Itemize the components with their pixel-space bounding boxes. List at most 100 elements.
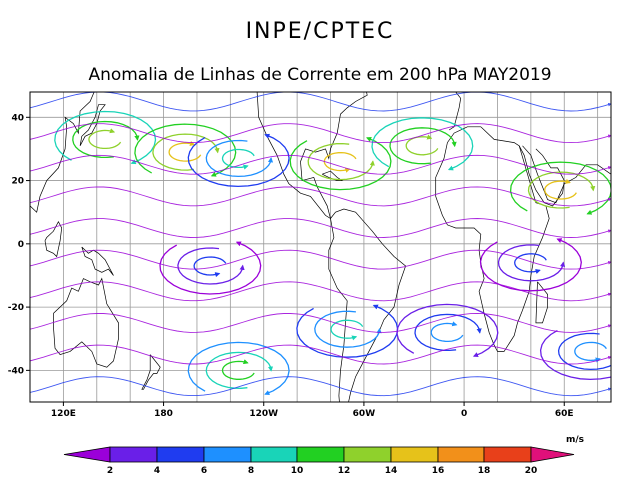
coastline-new-zealand (141, 354, 161, 390)
streamline-zonal (30, 376, 611, 397)
streamline-cyclone-north-america (323, 151, 357, 173)
streamline-cyclone-south-africa (497, 244, 566, 282)
streamline-anticyclone-south-atlantic (414, 313, 482, 352)
x-tick-label: 0 (461, 409, 467, 419)
coastline-asia-south (522, 145, 611, 204)
streamline-cyclone-south-pacific-east (296, 304, 399, 358)
streamline-anticyclone-north-atlantic (389, 127, 457, 165)
streamline-anticyclone-south-pacific (221, 359, 255, 380)
streamline-anticyclone-arabia (509, 161, 611, 215)
coastline-south-america (328, 208, 407, 402)
streamline-anticyclone-south-atlantic (430, 321, 464, 343)
streamline-zonal (30, 123, 611, 144)
coastline-borneo (44, 220, 63, 258)
coastlines (30, 92, 611, 402)
colorbar-segment (296, 446, 345, 463)
y-tick-label: 40 (11, 113, 24, 123)
y-axis-ticks: 40 20 0 -20 -40 (8, 113, 30, 376)
colorbar-segment (63, 446, 111, 463)
streamline-anticyclone-north-pacific-west (88, 128, 122, 150)
y-tick-label: 20 (11, 177, 24, 187)
coastline-east-asia (30, 92, 95, 213)
streamline-cyclone-south-indian (574, 341, 607, 363)
streamline-anticyclone-north-atlantic (405, 134, 439, 156)
streamline-anticyclone-south-pacific (205, 351, 274, 389)
streamline-zonal (30, 249, 611, 270)
colorbar-label: 8 (248, 466, 254, 476)
coastline-japan (79, 104, 106, 146)
streamline-anticyclone-north-pacific-central (152, 133, 220, 171)
streamline-cyclone-south-pacific-east (330, 319, 364, 341)
streamline-anticyclone-north-pacific-west (54, 110, 157, 165)
coastline-arabia (518, 145, 565, 207)
streamline-anticyclone-north-atlantic (371, 117, 474, 171)
streamline-anticyclone-north-pacific-west (72, 120, 140, 159)
streamline-cyclone-eastern-pacific (187, 133, 290, 188)
colorbar-label: 12 (338, 466, 351, 476)
colorbar: 2 4 6 8 10 12 14 16 18 20 (63, 446, 575, 476)
colorbar-segment (390, 446, 439, 463)
coastline-cuba (322, 170, 344, 181)
chart-title: Anomalia de Linhas de Corrente em 200 hP… (88, 65, 551, 85)
y-tick-label: 0 (18, 240, 24, 250)
colorbar-label: 4 (154, 466, 160, 476)
colorbar-segment (109, 446, 158, 463)
x-tick-label: 120E (51, 409, 76, 419)
streamline-anticyclone-north-pacific-central (168, 140, 202, 162)
colorbar-label: 20 (525, 466, 538, 476)
x-tick-label: 120W (249, 409, 278, 419)
streamline-zonal (30, 154, 611, 175)
x-axis-ticks: 120E 180 120W 60W 0 60E (51, 402, 574, 419)
streamline-cyclone-north-america (307, 142, 375, 181)
map-frame (29, 91, 612, 403)
gridlines (30, 92, 611, 402)
streamline-cyclone-north-america (289, 137, 392, 191)
streamline-zonal (30, 218, 611, 238)
colorbar-segment (250, 446, 298, 463)
streamline-anticyclone-south-pacific (187, 341, 290, 395)
streamline-cyclone-central-pacific-south (193, 256, 227, 278)
header-text: INPE/CPTEC (246, 19, 395, 44)
y-tick-label: -20 (8, 303, 24, 313)
map-area (30, 92, 611, 402)
coastline-madagascar (535, 281, 548, 324)
streamline-zonal (30, 344, 611, 365)
streamline-cyclone-central-pacific-south (177, 247, 245, 285)
coastline-africa (435, 126, 550, 352)
streamline-anticyclone-arabia (527, 171, 596, 209)
streamline-cyclone-south-indian (557, 332, 611, 371)
streamline-cyclone-south-pacific-east (314, 310, 382, 348)
y-tick-label: -40 (8, 366, 24, 376)
streamlines (30, 92, 611, 397)
streamline-cyclone-south-africa (479, 238, 582, 292)
colorbar-label: 6 (201, 466, 207, 476)
streamline-cyclone-south-indian (539, 329, 611, 381)
coastline-north-america (256, 92, 368, 220)
streamline-cyclone-eastern-pacific (205, 139, 274, 178)
colorbar-unit: m/s (566, 435, 584, 445)
colorbar-segment (483, 446, 532, 463)
colorbar-label: 2 (107, 466, 113, 476)
colorbar-label: 10 (291, 466, 304, 476)
colorbar-label: 18 (478, 466, 491, 476)
colorbar-segment (156, 446, 205, 463)
colorbar-segment (437, 446, 485, 463)
streamline-zonal (30, 312, 611, 333)
streamline-cyclone-central-pacific-south (159, 241, 262, 295)
colorbar-segment (203, 446, 252, 463)
coastline-australia (53, 277, 119, 368)
map-background (30, 92, 611, 402)
x-tick-label: 60W (353, 409, 376, 419)
colorbar-segment (343, 446, 392, 463)
streamline-anticyclone-north-pacific-central (134, 123, 237, 177)
streamline-zonal (30, 186, 611, 207)
x-tick-label: 180 (154, 409, 173, 419)
colorbar-label: 14 (385, 466, 398, 476)
streamline-anticyclone-arabia (544, 178, 577, 200)
streamline-zonal (30, 281, 611, 302)
colorbar-segment (530, 446, 575, 463)
streamline-cyclone-eastern-pacific (221, 148, 255, 170)
streamline-zonal (30, 92, 611, 112)
x-tick-label: 60E (555, 409, 574, 419)
